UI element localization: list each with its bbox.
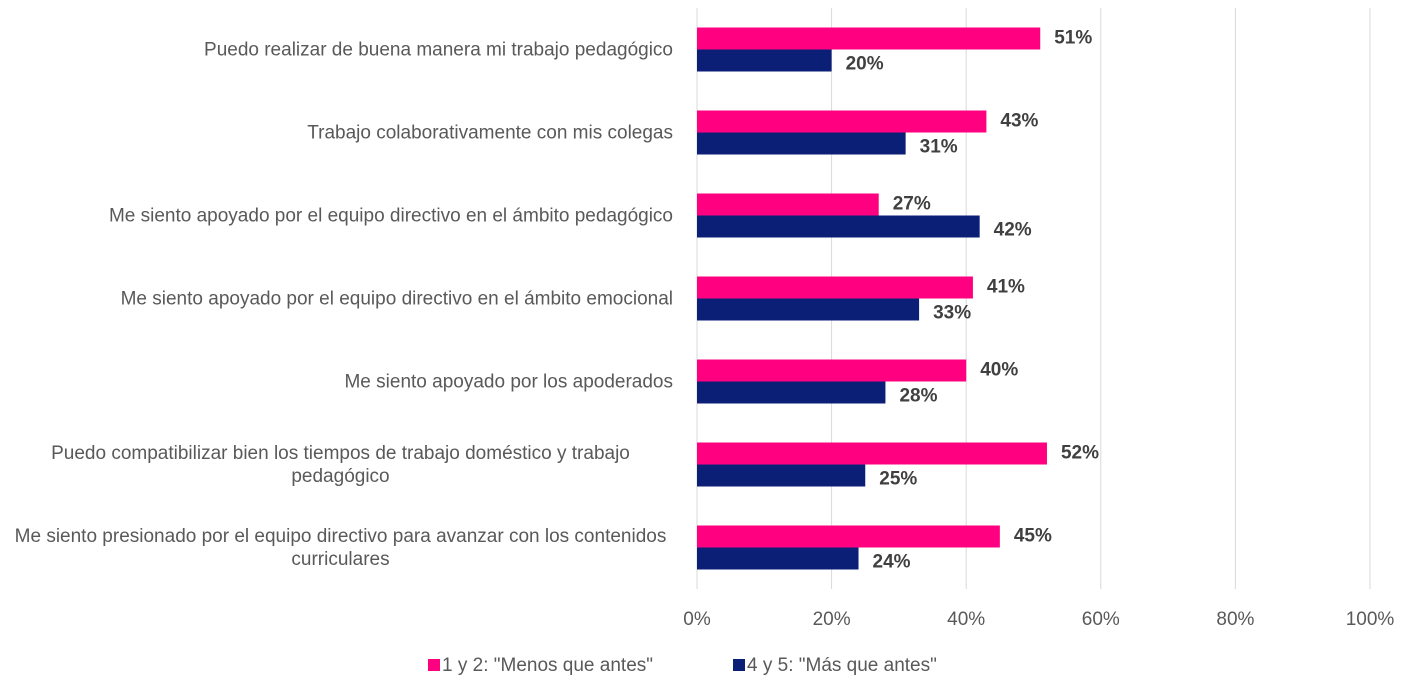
bar (697, 27, 1041, 50)
category-label: Trabajo colaborativamente con mis colega… (307, 122, 673, 143)
bar (697, 547, 859, 570)
value-label: 25% (879, 469, 917, 490)
bar (697, 464, 866, 487)
value-label: 45% (1014, 526, 1052, 547)
category-label: Puedo realizar de buena manera mi trabaj… (204, 39, 673, 60)
value-label: 28% (899, 386, 937, 407)
legend-swatch (733, 659, 745, 671)
x-tick-label: 80% (1216, 609, 1254, 630)
bar (697, 525, 1000, 548)
bar (697, 193, 879, 216)
x-tick-label: 40% (947, 609, 985, 630)
category-label: Puedo compatibilizar bien los tiempos de… (51, 442, 630, 487)
value-label: 51% (1054, 28, 1092, 49)
value-label: 52% (1061, 443, 1099, 464)
bar (697, 442, 1047, 465)
value-label: 20% (846, 54, 884, 75)
bar (697, 276, 973, 299)
bar (697, 381, 886, 404)
value-label: 43% (1000, 111, 1038, 132)
bar (697, 298, 920, 321)
value-label: 31% (920, 137, 958, 158)
legend-swatch (428, 659, 440, 671)
value-label: 33% (933, 303, 971, 324)
x-tick-label: 100% (1346, 609, 1395, 630)
bar (697, 359, 967, 382)
bar (697, 110, 987, 133)
legend-label: 1 y 2: "Menos que antes" (442, 655, 653, 676)
x-tick-label: 20% (813, 609, 851, 630)
value-label: 24% (873, 552, 911, 573)
category-label: Me siento apoyado por el equipo directiv… (108, 205, 673, 226)
x-tick-label: 60% (1082, 609, 1120, 630)
bar (697, 215, 980, 238)
legend-label: 4 y 5: "Más que antes" (747, 655, 937, 676)
x-tick-label: 0% (683, 609, 711, 630)
value-label: 42% (994, 220, 1032, 241)
category-label: Me siento apoyado por los apoderados (344, 371, 673, 392)
value-label: 27% (893, 194, 931, 215)
value-label: 40% (980, 360, 1018, 381)
bar (697, 49, 832, 72)
category-label: Me siento presionado por el equipo direc… (14, 525, 667, 570)
bar (697, 132, 906, 155)
category-label: Me siento apoyado por el equipo directiv… (120, 288, 673, 309)
value-label: 41% (987, 277, 1025, 298)
